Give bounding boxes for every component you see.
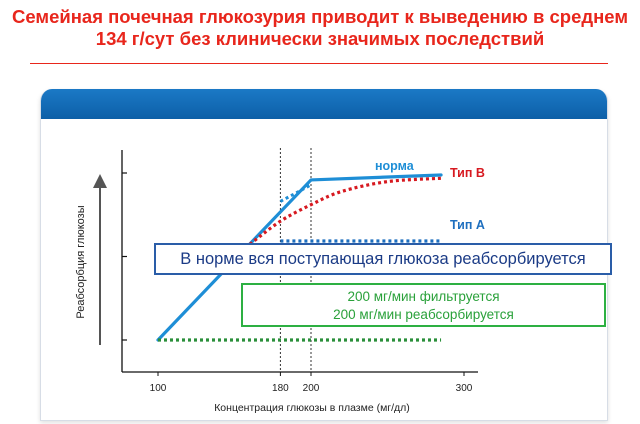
series-norm xyxy=(156,173,443,342)
normal-reabsorption-callout: В норме вся поступающая глюкоза реабсорб… xyxy=(154,243,612,275)
slide-title: Семейная почечная глюкозурия приводит к … xyxy=(0,6,640,50)
x-tick-label: 300 xyxy=(456,383,473,394)
filtration-callout: 200 мг/мин фильтруется 200 мг/мин реабсо… xyxy=(241,283,606,327)
reabsorbed-text: 200 мг/мин реабсорбируется xyxy=(333,307,514,322)
legend-type-a-label: Тип A xyxy=(450,218,485,232)
y-axis-arrowhead xyxy=(93,174,107,188)
title-line-1: Семейная почечная глюкозурия приводит к … xyxy=(11,6,629,27)
x-tick-label: 180 xyxy=(272,383,289,394)
x-axis-label: Концентрация глюкозы в плазме (мг/дл) xyxy=(214,402,410,414)
title-underline xyxy=(30,63,608,64)
title-line-2: 134 г/сут без клинически значимых послед… xyxy=(95,28,545,49)
series-type-b xyxy=(248,176,442,246)
x-tick-label: 200 xyxy=(303,383,320,394)
filtered-text: 200 мг/мин фильтруется xyxy=(347,289,500,304)
legend-norm-label: норма xyxy=(375,159,415,173)
panel-header-bar xyxy=(41,89,607,119)
series-line-3 xyxy=(279,183,312,203)
legend-type-b-label: Тип B xyxy=(450,166,485,180)
y-axis-label: Реабсорбция глюкозы xyxy=(75,205,87,318)
x-tick-label: 100 xyxy=(150,383,167,394)
